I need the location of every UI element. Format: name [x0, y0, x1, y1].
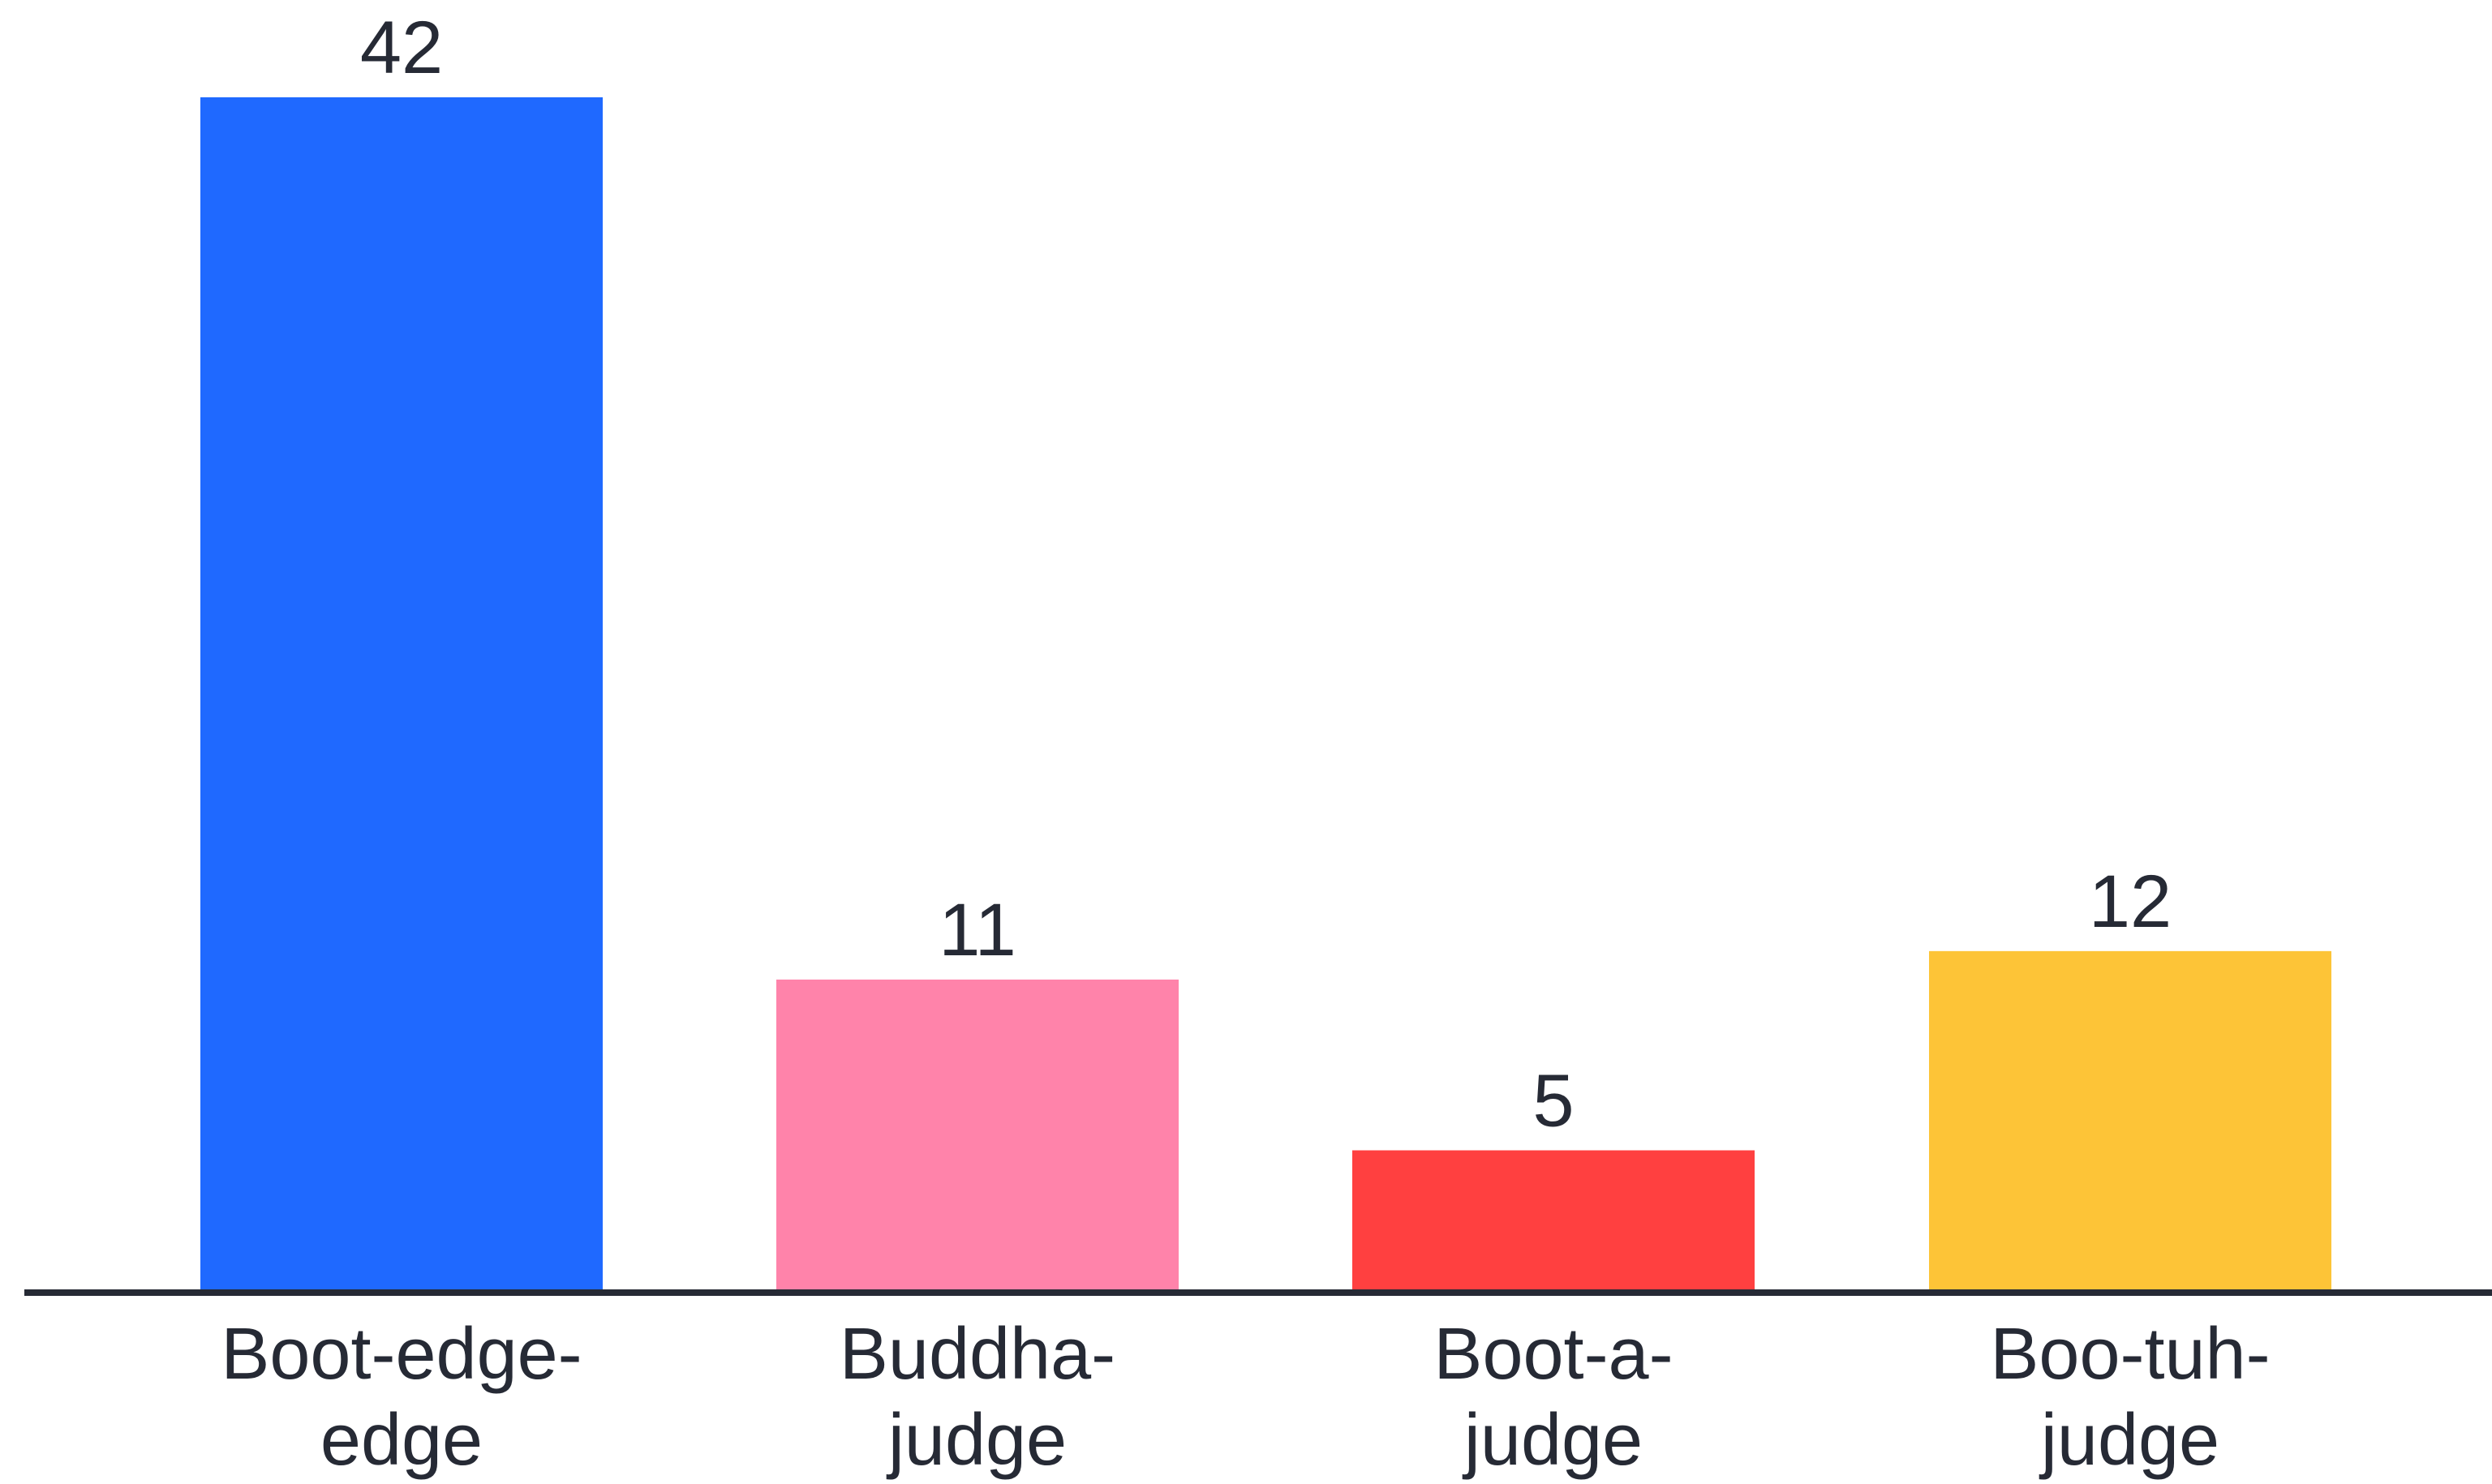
bar-2: [1352, 1150, 1755, 1293]
bar-0: [200, 97, 603, 1293]
value-label-0: 42: [360, 6, 443, 89]
category-label-3: Boo-tuh-judge: [1990, 1314, 2270, 1481]
bar-3: [1929, 950, 2331, 1293]
category-label-2-line-1: judge: [1462, 1400, 1643, 1481]
category-labels-group: Boot-edge-edgeBuddha-judgeBoot-a-judgeBo…: [221, 1314, 2270, 1481]
category-label-2-line-0: Boot-a-: [1433, 1314, 1673, 1395]
category-label-0-line-0: Boot-edge-: [221, 1314, 582, 1395]
category-label-1-line-1: judge: [886, 1400, 1067, 1481]
category-label-0-line-1: edge: [320, 1400, 483, 1481]
category-label-2: Boot-a-judge: [1433, 1314, 1673, 1481]
bar-1: [776, 979, 1179, 1293]
value-label-3: 12: [2089, 860, 2172, 943]
value-label-2: 5: [1532, 1060, 1574, 1143]
category-label-1: Buddha-judge: [840, 1314, 1115, 1481]
category-label-1-line-0: Buddha-: [840, 1314, 1115, 1395]
category-label-3-line-0: Boo-tuh-: [1990, 1314, 2270, 1395]
value-labels-group: 42 11 5 12: [360, 6, 2172, 1143]
bars-group: [200, 97, 2331, 1293]
value-label-1: 11: [939, 889, 1016, 971]
category-label-0: Boot-edge-edge: [221, 1314, 582, 1481]
category-label-3-line-1: judge: [2039, 1400, 2219, 1481]
